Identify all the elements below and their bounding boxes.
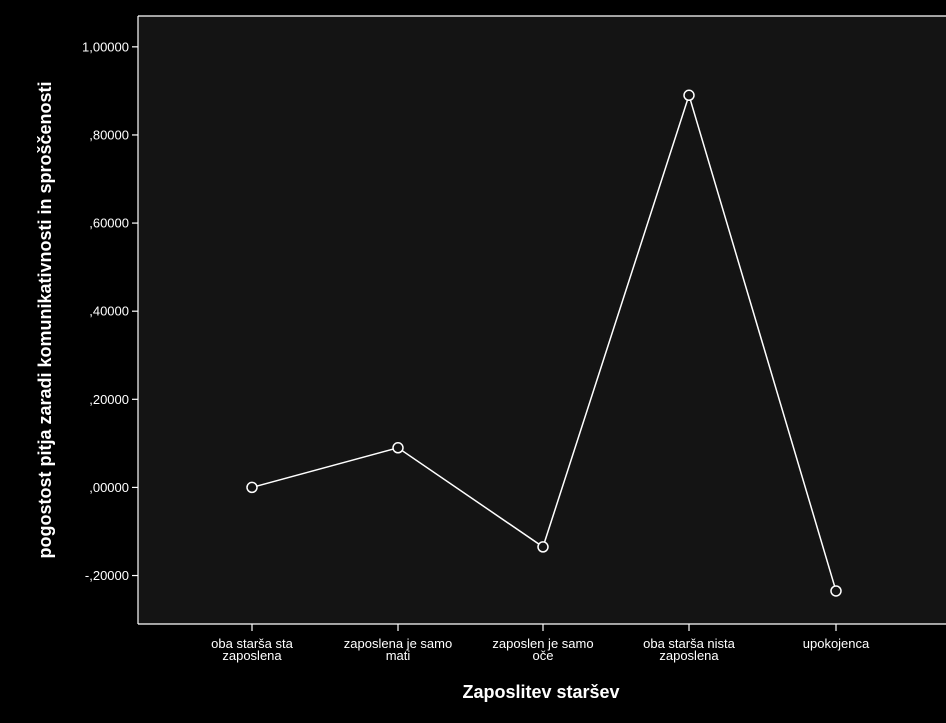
data-point	[246, 481, 258, 494]
y-tick-label: ,60000	[89, 216, 129, 231]
y-axis-ticks: 1,00000 ,80000 ,60000 ,40000 ,20000 ,00000 -,2…	[82, 39, 138, 583]
plot-area	[138, 16, 946, 624]
y-tick-label: ,40000	[89, 304, 129, 319]
y-tick-label: ,80000	[89, 127, 129, 142]
series-layer	[246, 89, 842, 597]
y-tick-label: 1,00000	[82, 39, 129, 54]
data-point	[683, 89, 695, 102]
x-category-label: oba starša nista zaposlena	[643, 636, 736, 663]
x-axis-title: Zaposlitev staršev	[462, 682, 619, 702]
y-tick-label: ,20000	[89, 392, 129, 407]
data-point	[537, 541, 549, 553]
x-axis-ticks: oba starša sta zaposlena zaposlena je samo…	[211, 624, 870, 663]
x-category-label: zaposlena je samo mati	[344, 636, 452, 663]
axes	[137, 15, 946, 625]
x-category-label: upokojenca	[803, 636, 870, 651]
data-point	[392, 442, 404, 454]
data-point	[830, 585, 842, 597]
y-axis-title: pogostost pitja zaradi komunikativnosti …	[35, 81, 55, 558]
x-category-label: zaposlen je samo oče	[492, 636, 593, 663]
y-tick-label: -,20000	[85, 568, 129, 583]
x-category-label: oba starša sta zaposlena	[211, 636, 293, 663]
y-tick-label: ,00000	[89, 480, 129, 495]
